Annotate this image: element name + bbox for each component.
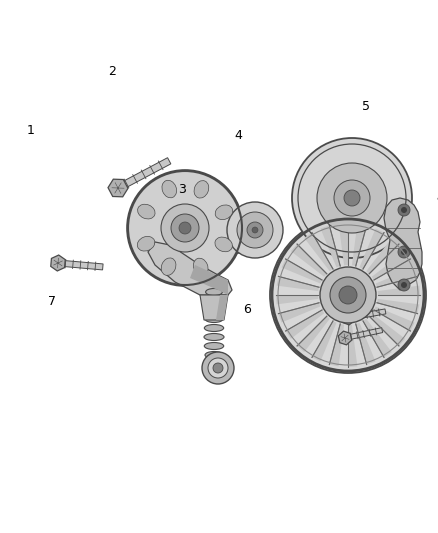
Circle shape	[344, 190, 360, 206]
Circle shape	[127, 170, 243, 286]
Polygon shape	[304, 232, 333, 271]
Circle shape	[330, 277, 366, 313]
Circle shape	[401, 207, 407, 213]
Ellipse shape	[206, 297, 222, 304]
Text: 1: 1	[27, 124, 35, 137]
Polygon shape	[286, 310, 324, 339]
Circle shape	[320, 267, 376, 323]
Polygon shape	[297, 316, 330, 352]
Text: 2: 2	[108, 66, 116, 78]
Polygon shape	[108, 179, 128, 197]
Circle shape	[334, 180, 370, 216]
Circle shape	[339, 286, 357, 304]
Polygon shape	[312, 321, 336, 361]
Polygon shape	[282, 259, 322, 284]
Polygon shape	[279, 303, 320, 322]
Polygon shape	[369, 313, 405, 346]
Ellipse shape	[162, 180, 177, 198]
Polygon shape	[376, 268, 417, 287]
Circle shape	[237, 212, 273, 248]
Polygon shape	[51, 255, 65, 271]
Polygon shape	[366, 238, 399, 274]
Polygon shape	[338, 331, 352, 345]
Polygon shape	[276, 295, 318, 304]
Ellipse shape	[215, 237, 233, 252]
Circle shape	[317, 163, 387, 233]
Polygon shape	[342, 311, 355, 325]
Ellipse shape	[194, 258, 208, 276]
Ellipse shape	[215, 205, 233, 220]
Text: 5: 5	[362, 100, 370, 113]
Circle shape	[292, 138, 412, 258]
Ellipse shape	[205, 288, 223, 295]
Text: 7: 7	[48, 295, 56, 308]
Text: 3: 3	[178, 183, 186, 196]
Polygon shape	[58, 260, 103, 270]
Circle shape	[247, 222, 263, 238]
Circle shape	[161, 204, 209, 252]
Polygon shape	[348, 309, 386, 320]
Ellipse shape	[205, 351, 223, 359]
Polygon shape	[291, 244, 327, 277]
Polygon shape	[344, 328, 383, 341]
Circle shape	[401, 282, 407, 288]
Circle shape	[213, 363, 223, 373]
Text: 6: 6	[244, 303, 251, 316]
Ellipse shape	[137, 237, 155, 251]
Polygon shape	[321, 225, 340, 267]
Ellipse shape	[205, 316, 223, 322]
Ellipse shape	[206, 306, 222, 313]
Ellipse shape	[194, 181, 209, 198]
Ellipse shape	[161, 258, 176, 276]
Circle shape	[179, 222, 191, 234]
Ellipse shape	[204, 325, 224, 332]
Polygon shape	[363, 319, 392, 357]
Polygon shape	[374, 306, 414, 331]
Polygon shape	[384, 198, 422, 290]
Ellipse shape	[204, 343, 224, 350]
Ellipse shape	[204, 334, 224, 341]
Polygon shape	[352, 224, 367, 266]
Circle shape	[398, 204, 410, 216]
Polygon shape	[290, 200, 410, 292]
Polygon shape	[378, 286, 420, 295]
Polygon shape	[216, 295, 228, 320]
Polygon shape	[148, 242, 232, 295]
Circle shape	[202, 352, 234, 384]
Polygon shape	[339, 223, 348, 265]
Polygon shape	[277, 277, 319, 291]
Circle shape	[208, 358, 228, 378]
Polygon shape	[329, 324, 344, 366]
Circle shape	[401, 249, 407, 255]
Polygon shape	[377, 299, 419, 313]
Polygon shape	[117, 158, 171, 191]
Circle shape	[252, 227, 258, 233]
Circle shape	[171, 214, 199, 242]
Polygon shape	[200, 295, 228, 320]
Polygon shape	[190, 265, 228, 295]
Polygon shape	[356, 322, 375, 365]
Circle shape	[398, 246, 410, 258]
Circle shape	[270, 217, 426, 373]
Ellipse shape	[138, 204, 155, 219]
Circle shape	[398, 279, 410, 291]
Circle shape	[227, 202, 283, 258]
Polygon shape	[198, 212, 272, 254]
Text: 4: 4	[235, 130, 243, 142]
Polygon shape	[372, 251, 410, 280]
Polygon shape	[360, 229, 384, 269]
Polygon shape	[348, 325, 357, 367]
